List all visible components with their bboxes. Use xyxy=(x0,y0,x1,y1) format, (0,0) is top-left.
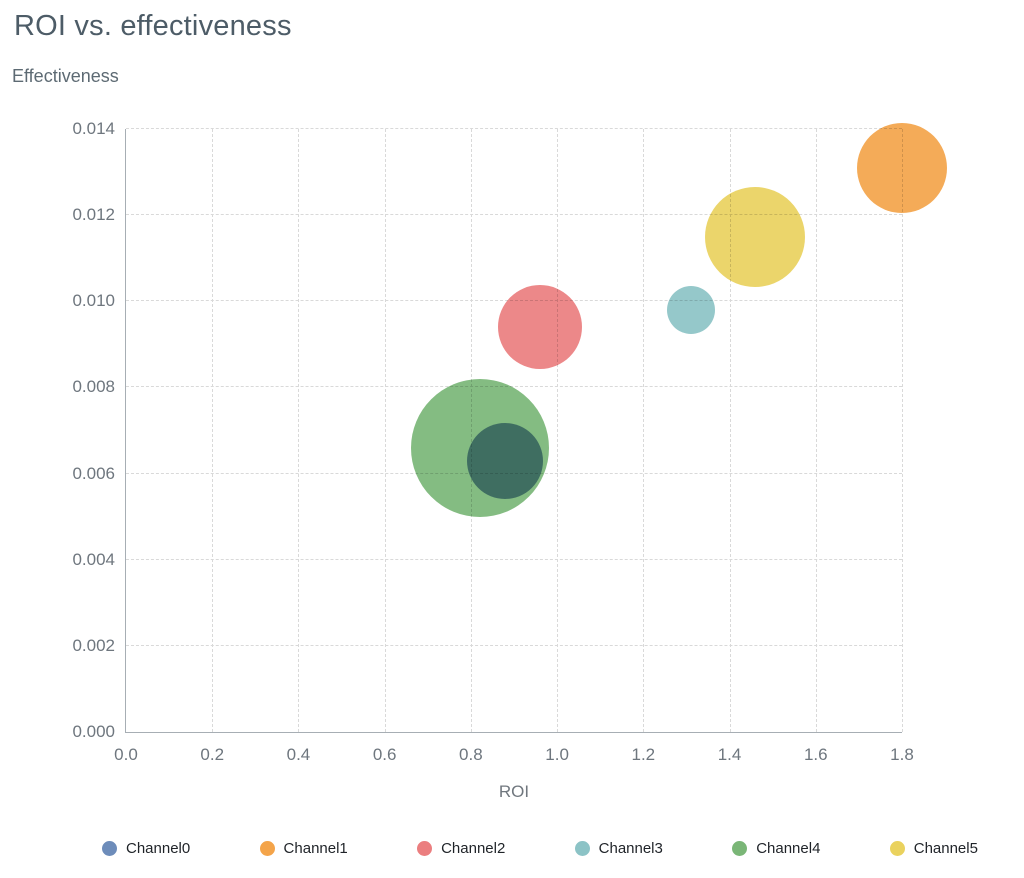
x-tick-label: 1.2 xyxy=(631,745,656,764)
legend-item-channel5: Channel5 xyxy=(889,840,978,857)
gridline-horizontal xyxy=(126,214,902,216)
x-tick-label: 0.8 xyxy=(459,745,483,764)
gridline-vertical xyxy=(815,129,817,732)
legend-color-dot xyxy=(732,841,748,856)
y-tick-label: 0.012 xyxy=(72,205,115,225)
x-axis-title: ROI xyxy=(498,782,530,801)
legend-item-channel2: Channel2 xyxy=(417,840,505,857)
gridline-vertical xyxy=(729,129,731,732)
bubble-channel1[interactable] xyxy=(857,122,947,213)
gridline-horizontal xyxy=(126,386,902,388)
x-tick-label: 0.4 xyxy=(286,745,311,764)
bubble-channel5[interactable] xyxy=(705,186,806,287)
y-tick-label: 0.002 xyxy=(72,635,115,655)
gridline-vertical xyxy=(384,129,386,732)
gridline-horizontal xyxy=(126,558,902,560)
legend-color-dot xyxy=(417,841,433,856)
gridline-vertical xyxy=(298,129,300,732)
y-tick-label: 0.004 xyxy=(72,549,115,569)
legend-color-dot xyxy=(102,841,117,856)
x-tick-label: 0.6 xyxy=(372,745,397,764)
x-tick-label: 1.8 xyxy=(890,745,914,764)
legend-item-label: Channel1 xyxy=(283,840,348,857)
legend-item-label: Channel0 xyxy=(126,840,191,857)
legend-color-dot xyxy=(259,841,275,856)
gridline-vertical xyxy=(557,129,559,732)
bubble-channel3[interactable] xyxy=(666,285,715,334)
gridline-horizontal xyxy=(126,644,902,646)
legend-color-dot xyxy=(574,841,590,856)
legend-item-channel3: Channel3 xyxy=(574,840,663,857)
gridline-vertical xyxy=(212,129,214,732)
x-tick-label: 1.4 xyxy=(717,745,742,764)
gridline-vertical xyxy=(902,129,903,732)
y-tick-label: 0.006 xyxy=(72,463,115,483)
x-tick-label: 0.0 xyxy=(114,745,138,764)
legend-item-channel1: Channel1 xyxy=(259,840,348,857)
legend-item-label: Channel2 xyxy=(441,840,506,857)
plot-area: ROI 0.0 0.2 0.4 0.6 0.8 1.0 1.2 1.4 1.6 1.8 0.000 0… xyxy=(72,119,947,801)
y-tick-label: 0.000 xyxy=(72,722,115,741)
legend-item-label: Channel5 xyxy=(913,840,978,857)
y-axis-title: Effectiveness xyxy=(12,66,119,86)
legend: Channel0 Channel1 Channel2 Channel3 Channel4… xyxy=(102,840,978,857)
bubble-channel0[interactable] xyxy=(467,422,544,499)
chart-title: ROI vs. effectiveness xyxy=(14,10,292,42)
y-tick-label: 0.014 xyxy=(72,119,115,138)
bubble-channel2[interactable] xyxy=(497,285,582,370)
x-tick-label: 1.0 xyxy=(545,745,569,764)
legend-item-label: Channel3 xyxy=(598,840,663,857)
gridline-horizontal xyxy=(126,128,902,129)
x-tick-label: 1.6 xyxy=(803,745,828,764)
legend-color-dot xyxy=(889,841,905,856)
gridline-vertical xyxy=(643,129,645,732)
legend-item-channel0: Channel0 xyxy=(102,840,190,857)
legend-item-channel4: Channel4 xyxy=(732,840,820,857)
legend-item-label: Channel4 xyxy=(756,840,821,857)
y-tick-label: 0.008 xyxy=(72,377,115,397)
x-tick-label: 0.2 xyxy=(200,745,225,764)
y-tick-label: 0.010 xyxy=(72,291,115,311)
